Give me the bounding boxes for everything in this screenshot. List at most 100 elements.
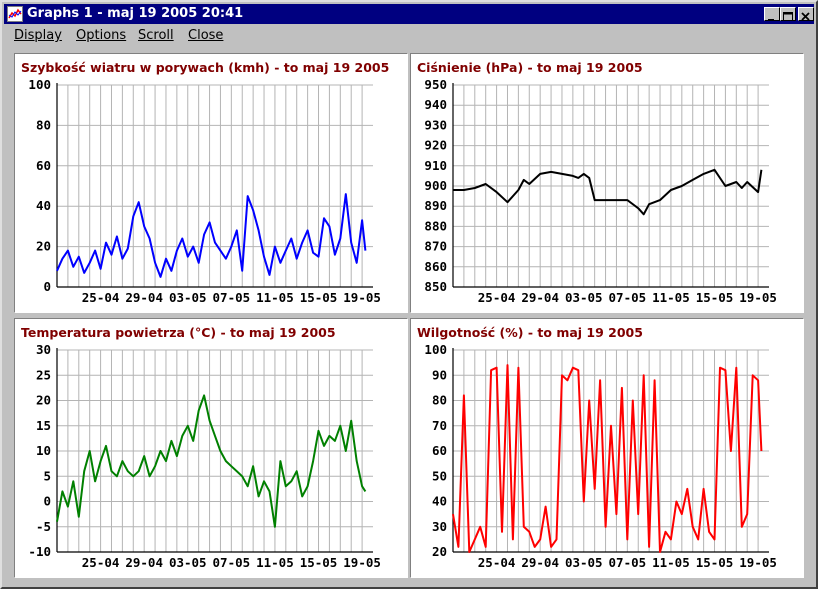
menu-scroll-label: Scroll (138, 28, 174, 43)
pressure-xtick-label: 19-05 (739, 290, 777, 305)
humidity-ytick-label: 70 (432, 418, 447, 433)
wind-xtick-label: 11-05 (256, 290, 294, 305)
wind-grid (57, 84, 373, 287)
menu-options[interactable]: Options (76, 28, 126, 43)
maximize-button[interactable] (780, 7, 796, 21)
temperature-ytick-label: 25 (36, 367, 51, 382)
wind-xtick-label: 03-05 (169, 290, 207, 305)
chart-panel-wind: Szybkość wiatru w porywach (kmh) - to ma… (14, 53, 408, 313)
menu-options-label: Options (76, 28, 127, 43)
chart-panel-humidity: Wilgotność (%) - to maj 19 2005 20 30 40 50 6… (410, 318, 804, 578)
temperature-xtick-label: 15-05 (300, 555, 338, 570)
humidity-xtick-label: 07-05 (609, 555, 647, 570)
pressure-ytick-label: 900 (424, 178, 447, 193)
wind-ytick-label: 40 (36, 198, 51, 213)
pressure-chart: Ciśnienie (hPa) - to maj 19 2005 850 860 87… (417, 60, 777, 305)
menu-display-label: Display (14, 28, 62, 43)
temperature-ytick-label: -5 (36, 519, 51, 534)
pressure-ytick-label: 920 (424, 138, 447, 153)
pressure-xtick-label: 15-05 (696, 290, 734, 305)
pressure-xtick-label: 25-04 (478, 290, 516, 305)
temperature-xtick-label: 03-05 (169, 555, 207, 570)
pressure-xtick-label: 29-04 (521, 290, 559, 305)
wind-series-line (56, 193, 367, 278)
menu-display[interactable]: Display (14, 28, 62, 43)
temperature-ytick-label: -10 (28, 544, 51, 559)
pressure-ytick-label: 890 (424, 198, 447, 213)
humidity-series-line (452, 364, 763, 553)
temperature-ytick-label: 15 (36, 418, 51, 433)
temperature-ytick-label: 20 (36, 393, 51, 408)
pressure-ytick-label: 910 (424, 158, 447, 173)
pressure-xtick-label: 11-05 (652, 290, 690, 305)
wind-xtick-label: 19-05 (343, 290, 381, 305)
pressure-ytick-label: 860 (424, 259, 447, 274)
humidity-chart: Wilgotność (%) - to maj 19 2005 20 30 40 50 6… (417, 325, 777, 570)
temperature-series-line (56, 394, 367, 528)
menu-close-label: Close (188, 28, 224, 43)
humidity-ytick-label: 20 (432, 544, 447, 559)
wind-ytick-label: 20 (36, 239, 51, 254)
wind-xtick-label: 07-05 (213, 290, 251, 305)
temperature-xtick-label: 11-05 (256, 555, 294, 570)
humidity-ytick-label: 90 (432, 367, 447, 382)
humidity-xtick-label: 03-05 (565, 555, 603, 570)
pressure-xtick-label: 03-05 (565, 290, 603, 305)
humidity-xtick-label: 15-05 (696, 555, 734, 570)
title-bar[interactable]: Graphs 1 - maj 19 2005 20:41 (4, 4, 814, 24)
close-button[interactable] (798, 7, 814, 21)
humidity-ytick-label: 100 (424, 342, 447, 357)
humidity-xtick-label: 11-05 (652, 555, 690, 570)
pressure-chart-title: Ciśnienie (hPa) - to maj 19 2005 (417, 60, 643, 75)
pressure-grid (453, 84, 769, 287)
temperature-ytick-label: 0 (43, 494, 51, 509)
wind-gust-chart: Szybkość wiatru w porywach (kmh) - to ma… (21, 60, 389, 305)
pressure-ytick-label: 930 (424, 117, 447, 132)
maximize-icon (783, 12, 793, 21)
wind-ytick-label: 80 (36, 117, 51, 132)
humidity-ytick-label: 30 (432, 519, 447, 534)
chart-panel-pressure: Ciśnienie (hPa) - to maj 19 2005 850 860 87… (410, 53, 804, 313)
menu-bar: Display Options Scroll Close (4, 24, 814, 48)
temperature-xtick-label: 29-04 (125, 555, 163, 570)
humidity-xtick-label: 19-05 (739, 555, 777, 570)
pressure-xtick-label: 07-05 (609, 290, 647, 305)
pressure-ytick-label: 940 (424, 97, 447, 112)
temperature-xtick-label: 19-05 (343, 555, 381, 570)
humidity-grid (453, 349, 769, 552)
pressure-ytick-label: 950 (424, 77, 447, 92)
temperature-xtick-label: 25-04 (82, 555, 120, 570)
menu-scroll[interactable]: Scroll (138, 28, 174, 43)
wind-xtick-label: 25-04 (82, 290, 120, 305)
window-title: Graphs 1 - maj 19 2005 20:41 (27, 6, 244, 21)
temperature-xtick-label: 07-05 (213, 555, 251, 570)
menu-close[interactable]: Close (188, 28, 223, 43)
close-icon (801, 12, 810, 21)
pressure-ytick-label: 850 (424, 279, 447, 294)
temperature-chart-title: Temperatura powietrza (°C) - to maj 19 2… (21, 325, 336, 340)
wind-ytick-label: 0 (43, 279, 51, 294)
wind-chart-title: Szybkość wiatru w porywach (kmh) - to ma… (21, 60, 389, 75)
humidity-xtick-label: 25-04 (478, 555, 516, 570)
minimize-icon (768, 19, 774, 21)
temperature-ytick-label: 5 (43, 468, 51, 483)
chart-panel-temperature: Temperatura powietrza (°C) - to maj 19 2… (14, 318, 408, 578)
wind-ytick-label: 60 (36, 158, 51, 173)
chart-icon (7, 6, 23, 22)
humidity-xtick-label: 29-04 (521, 555, 559, 570)
pressure-series-line (453, 168, 763, 216)
minimize-button[interactable] (764, 7, 780, 21)
temperature-ytick-label: 10 (36, 443, 51, 458)
humidity-ytick-label: 80 (432, 393, 447, 408)
humidity-chart-title: Wilgotność (%) - to maj 19 2005 (417, 325, 643, 340)
wind-xtick-label: 15-05 (300, 290, 338, 305)
wind-ytick-label: 100 (28, 77, 51, 92)
wind-xtick-label: 29-04 (125, 290, 163, 305)
humidity-ytick-label: 60 (432, 443, 447, 458)
temperature-chart: Temperatura powietrza (°C) - to maj 19 2… (21, 325, 381, 570)
temperature-ytick-label: 30 (36, 342, 51, 357)
humidity-ytick-label: 40 (432, 494, 447, 509)
pressure-ytick-label: 880 (424, 218, 447, 233)
humidity-ytick-label: 50 (432, 468, 447, 483)
